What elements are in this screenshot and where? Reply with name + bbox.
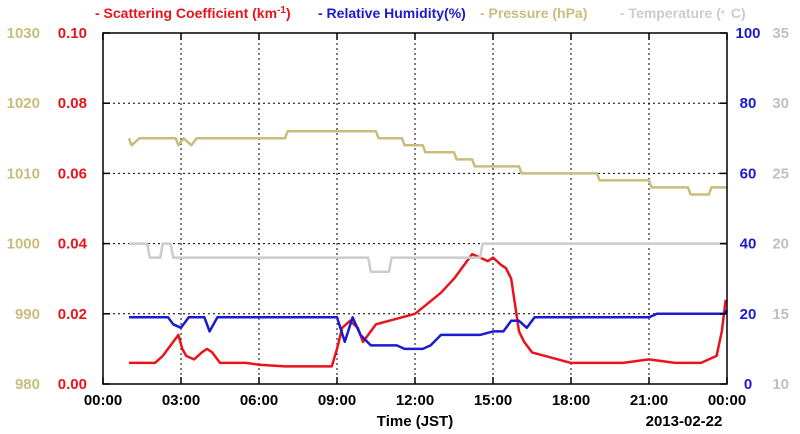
legend-entry: - Relative Humidity(%) xyxy=(318,5,466,21)
humidity-tick-label: 0 xyxy=(744,376,752,393)
pressure-tick-label: 980 xyxy=(15,376,40,393)
humidity-tick-label: 100 xyxy=(735,25,760,42)
humidity-tick-label: 80 xyxy=(740,95,757,112)
scattering-tick-label: 0.06 xyxy=(58,165,87,182)
series-line-relative-humidity xyxy=(129,309,729,351)
x-tick-label: 06:00 xyxy=(240,392,278,409)
pressure-tick-label: 1030 xyxy=(7,25,40,42)
x-tick-label: 15:00 xyxy=(474,392,512,409)
x-tick-label: 18:00 xyxy=(552,392,590,409)
temperature-tick-label: 20 xyxy=(772,236,789,253)
x-tick-label: 00:00 xyxy=(84,392,122,409)
series-line-scattering-coefficient xyxy=(129,252,727,368)
pressure-tick-label: 1010 xyxy=(7,165,40,182)
x-tick-label: 12:00 xyxy=(396,392,434,409)
humidity-tick-label: 60 xyxy=(740,165,757,182)
humidity-tick-label: 20 xyxy=(740,306,757,323)
legend-entry: - Temperature (。C) xyxy=(620,5,746,21)
x-tick-label: 00:00 xyxy=(708,392,746,409)
temperature-tick-label: 15 xyxy=(772,306,789,323)
humidity-tick-label: 40 xyxy=(740,236,757,253)
pressure-tick-label: 990 xyxy=(15,306,40,323)
legend-entry: - Scattering Coefficient (km-1) xyxy=(95,5,291,21)
x-tick-label: 03:00 xyxy=(162,392,200,409)
scattering-tick-label: 0.02 xyxy=(58,306,87,323)
tick-layer: 00:00 03:00 06:00 09:00 12:00 15:00 18:00 21:00… xyxy=(7,25,789,409)
series-line-pressure xyxy=(127,130,727,196)
legend-entry: - Pressure (hPa) xyxy=(480,5,587,21)
scattering-tick-label: 0.00 xyxy=(58,376,87,393)
temperature-tick-label: 25 xyxy=(772,165,789,182)
temperature-tick-label: 10 xyxy=(772,376,789,393)
temperature-tick-label: 30 xyxy=(772,95,789,112)
date-label: 2013-02-22 xyxy=(646,413,723,430)
series-layer xyxy=(127,130,729,368)
x-tick-label: 09:00 xyxy=(318,392,356,409)
temperature-tick-label: 35 xyxy=(772,25,789,42)
x-axis-label: Time (JST) xyxy=(377,413,453,430)
pressure-tick-label: 1020 xyxy=(7,95,40,112)
grid xyxy=(103,33,727,384)
pressure-tick-label: 1000 xyxy=(7,236,40,253)
series-line-temperature xyxy=(129,242,727,273)
scattering-tick-label: 0.10 xyxy=(58,25,87,42)
legend: - Scattering Coefficient (km-1) - Relativ… xyxy=(95,5,746,21)
scattering-tick-label: 0.04 xyxy=(58,236,88,253)
scattering-tick-label: 0.08 xyxy=(58,95,87,112)
x-tick-label: 21:00 xyxy=(630,392,668,409)
